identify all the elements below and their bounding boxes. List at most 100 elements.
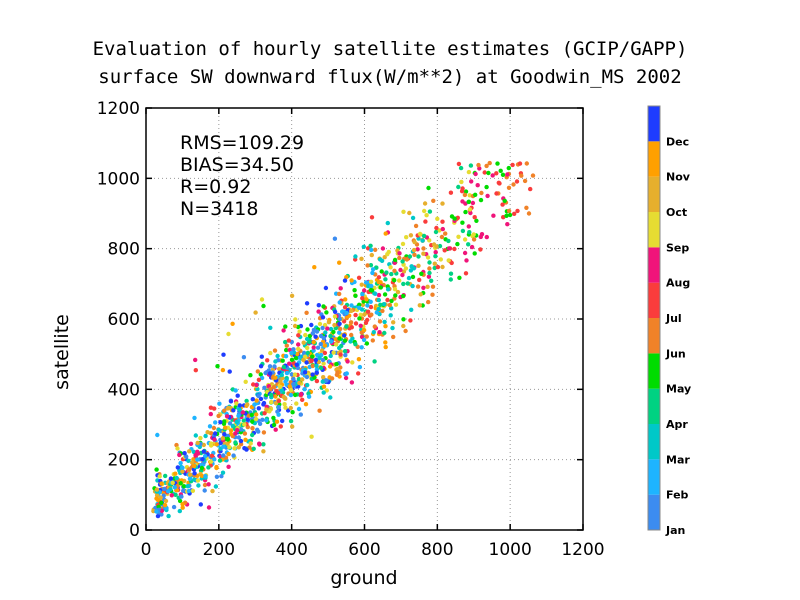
data-point bbox=[273, 375, 278, 380]
data-point bbox=[485, 193, 490, 199]
data-point bbox=[305, 345, 310, 351]
data-point bbox=[250, 397, 255, 402]
data-point bbox=[315, 345, 321, 350]
data-point bbox=[201, 442, 206, 448]
data-point bbox=[506, 208, 512, 214]
data-point bbox=[440, 264, 445, 270]
data-point bbox=[253, 310, 258, 315]
data-point bbox=[344, 371, 349, 376]
data-point bbox=[337, 291, 342, 297]
data-point bbox=[177, 452, 182, 458]
data-point bbox=[296, 333, 301, 338]
data-point bbox=[369, 215, 375, 220]
data-point bbox=[437, 228, 442, 233]
data-point bbox=[262, 411, 267, 416]
data-point bbox=[320, 357, 326, 363]
data-point bbox=[316, 303, 321, 308]
data-point bbox=[415, 284, 421, 289]
data-point bbox=[313, 334, 318, 339]
data-point bbox=[193, 368, 198, 373]
data-point bbox=[256, 393, 261, 399]
data-point bbox=[417, 231, 423, 237]
data-point bbox=[457, 275, 462, 280]
data-point bbox=[490, 173, 495, 178]
data-point bbox=[476, 162, 481, 168]
data-point bbox=[363, 280, 369, 285]
data-point bbox=[288, 392, 294, 398]
data-point bbox=[494, 191, 499, 196]
data-point bbox=[440, 201, 445, 206]
data-point bbox=[297, 329, 302, 334]
data-point bbox=[383, 277, 388, 282]
data-point bbox=[178, 460, 183, 466]
data-point bbox=[440, 226, 445, 232]
data-point bbox=[312, 265, 317, 270]
data-point bbox=[154, 493, 160, 498]
data-point bbox=[172, 485, 177, 490]
data-point bbox=[195, 440, 200, 446]
data-point bbox=[462, 237, 468, 242]
data-point bbox=[369, 283, 374, 289]
data-point bbox=[159, 481, 164, 486]
data-point bbox=[403, 266, 409, 271]
data-point bbox=[526, 211, 532, 216]
data-point bbox=[482, 170, 487, 175]
data-point bbox=[300, 397, 305, 402]
data-point bbox=[276, 412, 281, 417]
data-point bbox=[416, 263, 421, 268]
legend-frame bbox=[647, 105, 661, 531]
data-point bbox=[238, 442, 244, 447]
data-point bbox=[281, 328, 286, 333]
data-point bbox=[272, 348, 278, 353]
data-point bbox=[352, 288, 357, 293]
data-point bbox=[268, 350, 273, 356]
data-point bbox=[205, 430, 210, 435]
legend-swatch-nov bbox=[648, 141, 660, 177]
data-point bbox=[318, 341, 323, 347]
data-point bbox=[291, 347, 296, 352]
data-point bbox=[408, 268, 414, 273]
data-point bbox=[484, 184, 489, 190]
data-point bbox=[187, 476, 193, 481]
data-point bbox=[279, 388, 284, 393]
data-point bbox=[296, 346, 301, 352]
data-point bbox=[213, 420, 218, 425]
data-point bbox=[208, 443, 214, 448]
data-point bbox=[289, 293, 295, 298]
data-point bbox=[344, 275, 349, 280]
data-point bbox=[440, 219, 445, 224]
data-point bbox=[427, 266, 432, 271]
data-point bbox=[376, 306, 381, 312]
data-point bbox=[376, 279, 381, 285]
legend-label-feb: Feb bbox=[666, 489, 689, 502]
data-point bbox=[466, 169, 472, 175]
data-point bbox=[460, 199, 465, 204]
data-point bbox=[361, 327, 367, 333]
data-point bbox=[180, 502, 185, 507]
data-point bbox=[271, 422, 277, 428]
data-point bbox=[459, 179, 464, 185]
data-point bbox=[213, 484, 219, 489]
data-point bbox=[214, 474, 220, 479]
data-point bbox=[324, 310, 329, 315]
data-point bbox=[358, 312, 363, 317]
data-point bbox=[169, 493, 174, 498]
data-point bbox=[289, 387, 294, 393]
data-point bbox=[460, 220, 465, 225]
data-point bbox=[192, 463, 197, 469]
data-point bbox=[322, 343, 328, 348]
data-point bbox=[284, 370, 290, 376]
data-point bbox=[200, 457, 205, 462]
data-point bbox=[328, 395, 333, 400]
data-point bbox=[248, 441, 253, 446]
data-point bbox=[173, 492, 178, 497]
data-point bbox=[223, 425, 228, 430]
data-point bbox=[434, 244, 439, 249]
legend-label-dec: Dec bbox=[666, 135, 689, 148]
data-point bbox=[439, 234, 445, 240]
data-point bbox=[467, 193, 472, 198]
data-point bbox=[310, 354, 315, 359]
data-point bbox=[377, 330, 382, 335]
data-point bbox=[435, 216, 440, 221]
